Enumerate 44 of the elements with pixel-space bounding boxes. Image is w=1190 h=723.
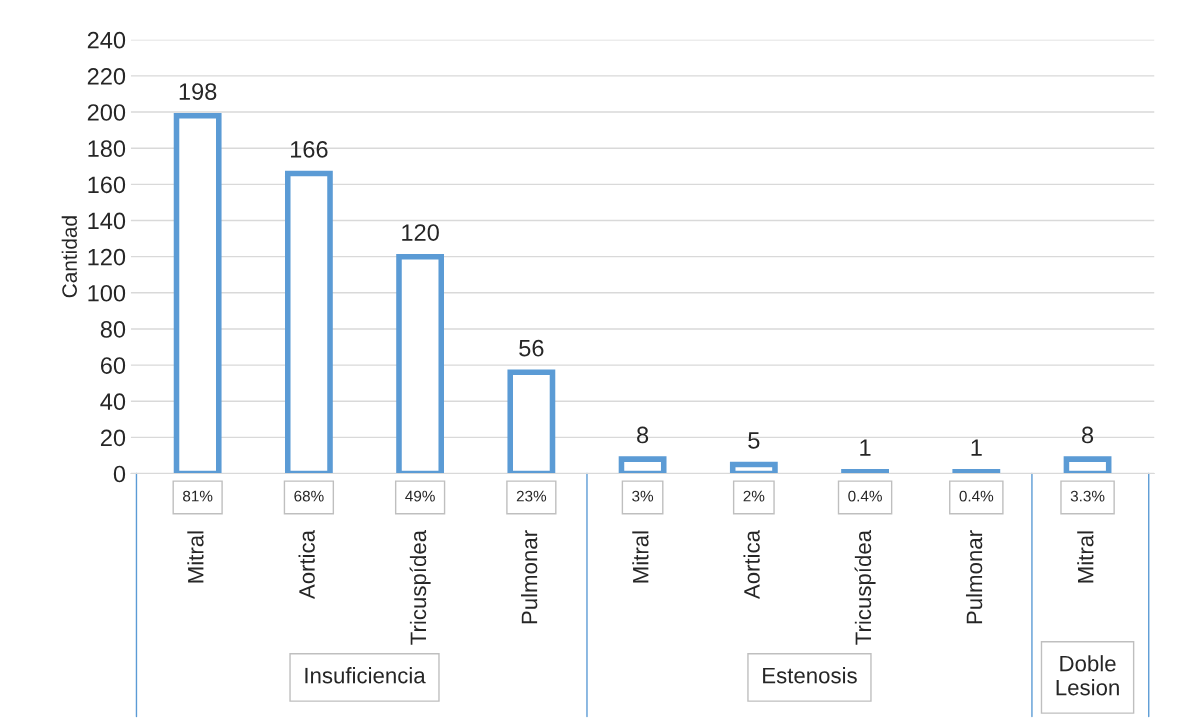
y-tick-label: 20 [100,429,126,447]
y-tick-label: 40 [100,393,126,411]
data-label: 56 [519,339,544,357]
data-label: 8 [1082,426,1094,444]
x-tick-label: Mitral [1077,531,1094,583]
text: Doble Lesion [1056,655,1119,696]
y-tick-label: 160 [88,176,126,194]
x-tick-label: Aortica [743,529,760,600]
data-label: 120 [402,224,439,241]
data-label: 1 [860,439,871,456]
y-tick-label: 200 [87,104,126,121]
y-tick-label: 60 [100,357,126,374]
y-tick-label: 220 [87,67,126,85]
y-tick-label: 180 [88,140,126,157]
x-tick-label: Mitral [632,531,649,583]
data-label: 8 [637,426,649,444]
y-tick-label: 80 [100,321,126,338]
y-axis-title: Cantidad [61,216,77,298]
y-tick-label: 120 [88,248,126,266]
x-tick-label: Pulmonar [965,530,983,624]
data-label: 198 [179,83,217,100]
x-tick-label: Aortica [298,529,315,600]
text: 3% [632,490,654,502]
y-tick-label: 100 [88,284,126,302]
text: 0.4% [959,490,994,502]
text: Estenosis [763,667,857,684]
data-label: 5 [748,432,760,449]
text: 81% [183,490,213,502]
data-label: 1 [971,439,982,456]
y-tick-label: 140 [88,212,126,230]
text: 68% [294,490,324,502]
y-tick-label: 240 [87,31,126,49]
text: Insuficiencia [305,667,426,684]
y-tick-label: 0 [113,465,126,483]
x-tick-label: Mitral [187,531,204,583]
text: 0.4% [848,490,882,502]
x-tick-label: Tricuspídea [854,529,876,645]
data-label: 166 [290,141,328,158]
text: 23% [516,490,547,502]
x-tick-label: Pulmonar [521,530,538,624]
text: 49% [405,490,435,502]
x-tick-label: Tricuspídea [409,529,431,645]
text: 2% [743,490,765,502]
text: 3.3% [1070,490,1105,502]
